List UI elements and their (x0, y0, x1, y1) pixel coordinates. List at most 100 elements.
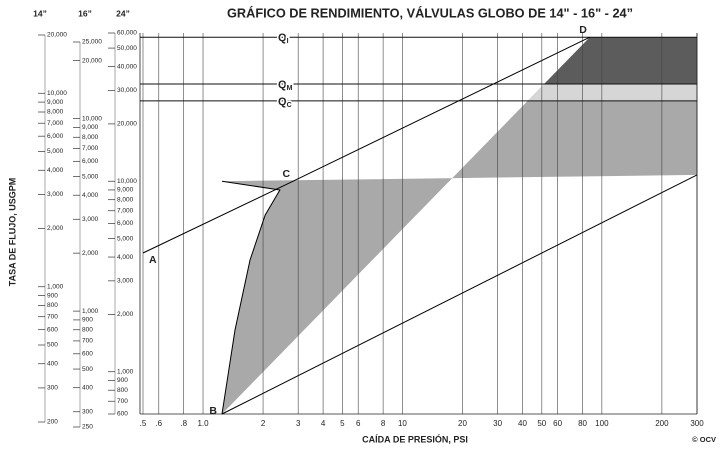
y-tick-label: 40,000 (117, 63, 137, 70)
y-tick-label: 700 (117, 398, 128, 405)
x-tick-label: 6 (356, 419, 361, 428)
reference-letter: Q (278, 32, 287, 44)
x-tick-label: 10 (398, 419, 407, 428)
y-tick-label: 300 (47, 385, 58, 392)
y-tick-label: 5,000 (82, 173, 99, 180)
y-tick-label: 6,000 (82, 158, 99, 165)
y-tick-label: 250 (82, 424, 93, 431)
axis-header: 24” (116, 8, 130, 18)
y-tick-label: 1,000 (47, 283, 64, 290)
x-tick-label: 1.0 (197, 419, 209, 428)
x-tick-label: .6 (155, 419, 162, 428)
point-label: B (209, 405, 217, 417)
point-label: C (283, 168, 291, 180)
series-line (221, 174, 698, 415)
y-tick-label: 7,000 (82, 145, 99, 152)
chart-title: GRÁFICO DE RENDIMIENTO, VÁLVULAS GLOBO D… (227, 5, 633, 20)
reference-label: QM (278, 79, 293, 92)
x-tick-label: .5 (140, 419, 147, 428)
y-tick-label: 50,000 (117, 45, 137, 52)
y-tick-label: 800 (82, 326, 93, 333)
y-tick-label: 1,000 (117, 368, 134, 375)
y-tick-label: 2,000 (117, 311, 134, 318)
reference-letter: Q (278, 79, 287, 91)
y-tick-label: 10,000 (82, 115, 102, 122)
y-tick-label: 4,000 (47, 167, 64, 174)
y-tick-label: 600 (82, 351, 93, 358)
y-tick-label: 9,000 (117, 187, 134, 194)
bands (222, 37, 697, 101)
y-tick-label: 600 (117, 411, 128, 418)
y-tick-label: 900 (117, 377, 128, 384)
y-tick-label: 200 (47, 419, 58, 426)
y-tick-label: 9,000 (47, 99, 64, 106)
y-tick-label: 10,000 (47, 90, 67, 97)
y-tick-label: 900 (47, 292, 58, 299)
x-tick-label: 2 (261, 419, 266, 428)
middle-band (222, 83, 697, 101)
x-tick-label: 4 (321, 419, 326, 428)
y-tick-label: 25,000 (82, 39, 102, 46)
y-tick-label: 10,000 (117, 178, 137, 185)
point-label: A (149, 254, 157, 266)
y-tick-label: 500 (82, 366, 93, 373)
y-tick-label: 700 (82, 338, 93, 345)
y-axis-title: TASA DE FLUJO, USGPM (7, 178, 17, 287)
y-tick-label: 800 (117, 387, 128, 394)
operating-region (222, 37, 697, 414)
y-tick-label: 6,000 (47, 133, 64, 140)
x-tick-label: 40 (518, 419, 527, 428)
y-tick-label: 4,000 (117, 254, 134, 261)
y-tick-label: 6,000 (117, 220, 134, 227)
x-tick-label: 30 (493, 419, 502, 428)
x-tick-label: 80 (578, 419, 587, 428)
y-tick-label: 400 (47, 360, 58, 367)
reference-subscript: I (287, 38, 289, 45)
y-tick-label: 2,000 (47, 225, 64, 232)
axis-header: 16” (78, 8, 92, 18)
x-tick-label: 8 (381, 419, 386, 428)
x-axis-title: CAÍDA DE PRESIÓN, PSI (362, 433, 468, 444)
y-tick-label: 60,000 (117, 30, 137, 37)
x-tick-label: .8 (180, 419, 187, 428)
x-tick-label: 3 (296, 419, 301, 428)
y-tick-label: 3,000 (47, 191, 64, 198)
y-tick-label: 20,000 (82, 57, 102, 64)
x-tick-label: 5 (340, 419, 345, 428)
y-tick-label: 500 (47, 342, 58, 349)
reference-label: QC (278, 96, 292, 109)
y-tick-label: 700 (47, 313, 58, 320)
y-tick-label: 30,000 (117, 87, 137, 94)
series-line (221, 180, 281, 415)
y-tick-label: 7,000 (47, 120, 64, 127)
upper-band (222, 37, 697, 84)
x-tick-label: 200 (655, 419, 669, 428)
y-tick-label: 20,000 (117, 121, 137, 128)
y-tick-label: 5,000 (117, 235, 134, 242)
y-tick-label: 9,000 (82, 124, 99, 131)
y-tick-label: 3,000 (117, 278, 134, 285)
reference-letter: Q (278, 96, 287, 108)
x-tick-label: 60 (553, 419, 562, 428)
y-tick-label: 8,000 (82, 134, 99, 141)
x-tick-label: 300 (690, 419, 704, 428)
y-tick-label: 8,000 (117, 196, 134, 203)
y-tick-label: 800 (47, 302, 58, 309)
x-tick-label: 20 (458, 419, 467, 428)
reference-subscript: M (287, 85, 293, 92)
point-label: D (579, 24, 587, 36)
y-tick-label: 20,000 (47, 32, 67, 39)
reference-subscript: C (287, 102, 292, 109)
y-tick-label: 3,000 (82, 216, 99, 223)
y-tick-label: 4,000 (82, 192, 99, 199)
y-tick-label: 2,000 (82, 250, 99, 257)
y-tick-label: 600 (47, 326, 58, 333)
y-tick-label: 300 (82, 408, 93, 415)
y-tick-label: 7,000 (117, 207, 134, 214)
y-tick-label: 900 (82, 317, 93, 324)
y-tick-label: 400 (82, 384, 93, 391)
y-tick-label: 8,000 (47, 109, 64, 116)
x-tick-label: 50 (537, 419, 546, 428)
credit: © OCV (692, 435, 716, 444)
